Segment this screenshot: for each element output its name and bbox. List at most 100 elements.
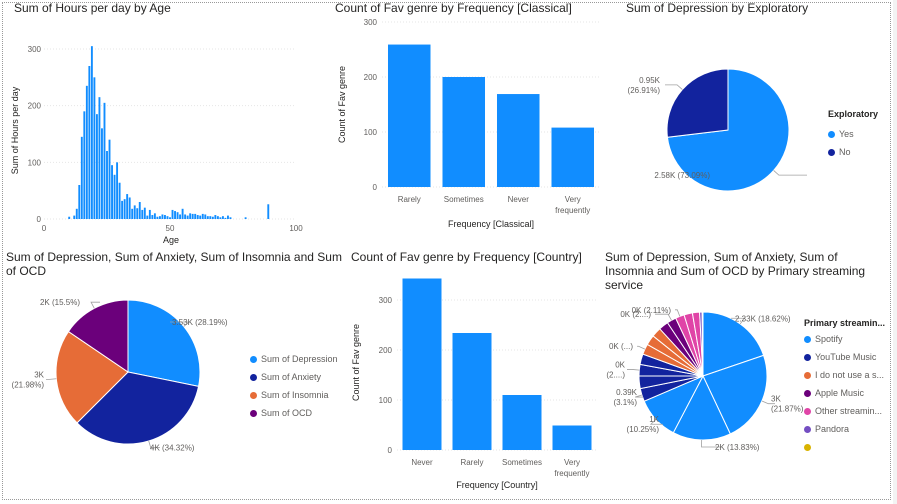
legend-dot-icon — [804, 353, 811, 361]
histogram-bar — [169, 217, 171, 219]
leader-line — [627, 369, 640, 371]
histogram-bar — [179, 214, 182, 219]
legend-dot-icon — [804, 371, 811, 379]
y-axis-title: Sum of Hours per day — [10, 86, 20, 174]
legend-item[interactable]: I do not use a s... — [804, 366, 885, 384]
x-tick-label: Sometimes — [502, 458, 542, 467]
x-tick-label: 100 — [289, 224, 303, 233]
histogram-bar — [121, 200, 124, 219]
legend-item[interactable]: Sum of Anxiety — [250, 368, 338, 386]
hours-by-age-chart: 0 100 200 300 0 50 100 Age Sum of Hours per day — [10, 45, 303, 245]
x-tick-label: 0 — [42, 224, 47, 233]
hours-by-age-visual[interactable]: Sum of Hours per day by Age 0 100 200 300 0 5… — [6, 0, 336, 246]
data-label: 3.53K (28.19%) — [172, 318, 228, 327]
histogram-bar — [196, 215, 199, 219]
legend-item[interactable]: Spotify — [804, 330, 885, 348]
x-tick-label: Very — [565, 195, 581, 204]
histogram-bar — [138, 202, 141, 219]
bar — [552, 425, 592, 450]
histogram-bar — [201, 213, 204, 219]
data-label: 2.58K (73.09%) — [654, 171, 710, 180]
histogram-bar — [244, 217, 247, 219]
pie-slice — [67, 299, 129, 373]
data-label: (21.87%) — [771, 405, 803, 414]
legend-dot-icon — [250, 409, 257, 417]
data-label: 4K (34.32%) — [150, 444, 195, 453]
mental-health-chart: 3.53K (28.19%) 4K (34.32%) 3K(21.98%) 2K (1… — [12, 298, 228, 453]
data-label: (2....) — [606, 370, 625, 379]
legend-dot-icon — [828, 130, 835, 138]
histogram-bar — [166, 216, 169, 219]
legend-dot-icon — [804, 335, 811, 343]
histogram-bar — [73, 215, 76, 219]
visual-title: Sum of Depression, Sum of Anxiety, Sum o… — [605, 250, 866, 292]
legend-item[interactable]: YouTube Music — [804, 348, 885, 366]
histogram-bar — [90, 46, 93, 219]
legend-item[interactable] — [804, 438, 885, 456]
histogram-bar — [88, 66, 91, 219]
histogram-bar — [199, 215, 202, 219]
data-label: 2K (13.83%) — [715, 443, 760, 452]
histogram-bar — [206, 216, 209, 219]
y-axis-title: Count of Fav genre — [351, 324, 361, 401]
legend-label: Sum of OCD — [261, 408, 313, 418]
data-label: 3K — [771, 395, 781, 404]
data-label: 0K (2....) — [620, 310, 651, 319]
pie-slice — [55, 330, 129, 424]
legend-dot-icon — [250, 355, 257, 363]
histogram-bar — [186, 215, 189, 219]
legend-label: I do not use a s... — [815, 370, 885, 380]
legend-title: Primary streamin... — [804, 318, 886, 328]
y-tick-label: 200 — [28, 102, 42, 111]
histogram-bar — [174, 211, 176, 219]
vertical-scrollbar[interactable] — [893, 0, 897, 504]
legend-item[interactable]: Pandora — [804, 420, 885, 438]
histogram-bar — [229, 217, 232, 219]
streaming-service-chart: 2.33K (18.62%) 3K(21.87%) 2K (13.83%) 1K(10… — [606, 306, 803, 452]
bar — [387, 44, 431, 187]
mental-health-visual[interactable]: Sum of Depression, Sum of Anxiety, Sum o… — [0, 246, 345, 502]
streaming-legend: Primary streamin... Spotify YouTube Musi… — [804, 318, 885, 456]
legend-item[interactable]: Yes — [828, 125, 878, 143]
histogram-bar — [211, 216, 214, 219]
data-label: 0.39K — [616, 388, 638, 397]
histogram-bar — [106, 151, 108, 219]
legend-title: Exploratory — [828, 109, 879, 119]
legend-label: Spotify — [815, 334, 843, 344]
histogram-bar — [68, 216, 71, 219]
histogram-bar — [98, 97, 101, 219]
x-tick-label: Rarely — [398, 195, 421, 204]
y-tick-label: 100 — [379, 396, 393, 405]
legend-item[interactable]: Sum of OCD — [250, 404, 338, 422]
data-label: 3K — [34, 370, 44, 379]
legend-item[interactable]: Apple Music — [804, 384, 885, 402]
pie-slice — [672, 374, 731, 441]
legend-label: Yes — [839, 129, 854, 139]
histogram-bar — [116, 162, 119, 219]
country-frequency-visual[interactable]: Count of Fav genre by Frequency [Country… — [345, 246, 603, 502]
leader-line — [148, 440, 160, 449]
leader-line — [655, 313, 672, 321]
histogram-bar — [181, 208, 184, 219]
legend-label: Pandora — [815, 424, 850, 434]
histogram-bar — [227, 215, 229, 219]
pie-slice — [127, 299, 201, 387]
legend-item[interactable]: Sum of Insomnia — [250, 386, 338, 404]
histogram-bar — [123, 199, 126, 219]
leader-line — [731, 317, 746, 325]
histogram-bar — [146, 215, 149, 219]
histogram-bar — [113, 174, 116, 219]
legend-label: No — [839, 147, 851, 157]
classical-frequency-visual[interactable]: Count of Fav genre by Frequency [Classic… — [330, 0, 610, 246]
histogram-bar — [75, 208, 78, 219]
pie-slice — [702, 354, 768, 435]
data-label: (26.91%) — [628, 86, 661, 95]
legend-item[interactable]: Sum of Depression — [250, 350, 338, 368]
bar — [496, 94, 540, 187]
depression-exploratory-visual[interactable]: Sum of Depression by Exploratory 2.58K (… — [605, 0, 890, 246]
data-label: 2K (15.5%) — [40, 298, 80, 307]
streaming-service-visual[interactable]: Sum of Depression, Sum of Anxiety, Sum o… — [603, 246, 890, 502]
x-tick-label: Very — [564, 458, 580, 467]
legend-item[interactable]: Other streamin... — [804, 402, 885, 420]
legend-item[interactable]: No — [828, 143, 878, 161]
